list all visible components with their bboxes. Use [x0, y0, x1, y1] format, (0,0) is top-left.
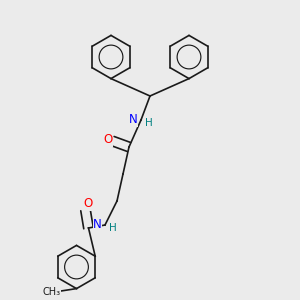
- Text: O: O: [84, 197, 93, 211]
- Text: H: H: [145, 118, 152, 128]
- Text: H: H: [109, 223, 116, 233]
- Text: N: N: [129, 113, 138, 127]
- Text: O: O: [103, 133, 112, 146]
- Text: N: N: [93, 218, 102, 232]
- Text: CH₃: CH₃: [43, 286, 61, 297]
